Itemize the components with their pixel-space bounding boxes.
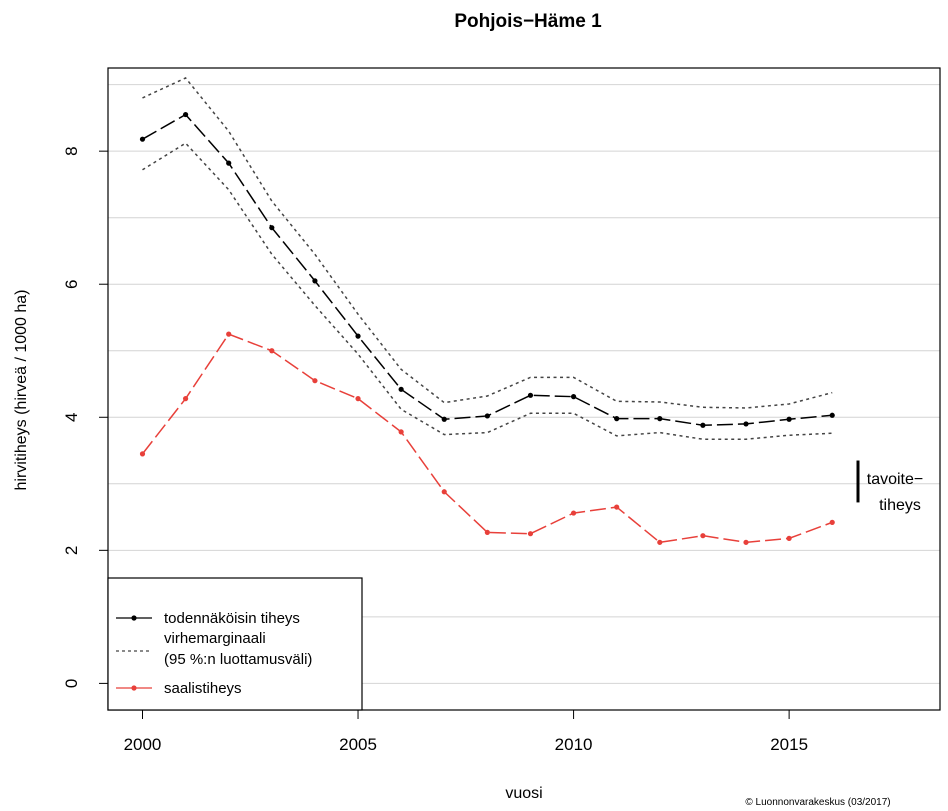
data-point <box>700 533 706 539</box>
data-point <box>441 416 447 422</box>
data-point <box>398 429 404 435</box>
x-tick-label: 2010 <box>555 735 593 754</box>
legend-label-density: todennäköisin tiheys <box>164 610 300 627</box>
data-point <box>226 331 232 337</box>
data-point <box>527 392 534 398</box>
x-tick-label: 2015 <box>770 735 808 754</box>
legend-swatch-harvest-point <box>131 685 137 691</box>
data-point <box>700 422 706 428</box>
data-point <box>570 394 577 400</box>
data-point <box>269 348 275 354</box>
data-point <box>355 333 361 339</box>
data-point <box>829 519 835 525</box>
series-layer <box>139 77 835 545</box>
data-point <box>527 531 534 537</box>
series-line-3 <box>141 333 833 544</box>
data-point <box>312 378 318 384</box>
plot-border <box>107 67 941 711</box>
legend-label-margin-line1: virhemarginaali <box>164 630 266 647</box>
chart-title: Pohjois−Häme 1 <box>454 11 602 32</box>
y-tick-label: 4 <box>62 413 81 422</box>
data-point <box>614 416 620 422</box>
data-point <box>570 510 577 516</box>
data-point <box>614 504 620 510</box>
series-line-1 <box>142 77 833 409</box>
x-axis: 2000 2005 2010 2015 <box>124 710 808 754</box>
y-tick-label: 0 <box>62 679 81 688</box>
legend: todennäköisin tiheys virhemarginaali (95… <box>107 577 363 711</box>
target-label-line1: tavoite− <box>867 471 923 488</box>
data-point <box>139 451 146 457</box>
data-point <box>182 111 189 118</box>
legend-label-margin-line2: (95 %:n luottamusväli) <box>164 651 312 668</box>
y-tick-label: 2 <box>62 546 81 555</box>
data-point <box>441 489 447 495</box>
y-tick-label: 6 <box>62 279 81 288</box>
credit: © Luonnonvarakeskus (03/2017) <box>745 797 890 808</box>
legend-swatch-density-point <box>131 615 137 621</box>
data-point <box>786 535 792 541</box>
data-point <box>139 136 146 142</box>
data-point <box>786 416 792 422</box>
target-density: tavoite− tiheys <box>856 460 923 514</box>
data-point <box>355 396 361 402</box>
y-tick-label: 8 <box>62 146 81 155</box>
x-tick-label: 2000 <box>124 735 162 754</box>
legend-label-harvest: saalistiheys <box>164 680 242 697</box>
data-point <box>484 529 490 535</box>
series-line-0 <box>142 113 833 427</box>
x-tick-label: 2005 <box>339 735 377 754</box>
data-point <box>657 416 663 422</box>
series-line-2 <box>142 142 833 440</box>
data-point <box>269 225 275 231</box>
legend-box <box>107 577 363 711</box>
data-point <box>226 160 232 166</box>
x-axis-label: vuosi <box>505 785 542 802</box>
data-point <box>398 386 404 392</box>
data-point <box>743 539 749 545</box>
data-point <box>657 539 663 545</box>
data-point <box>829 412 835 418</box>
target-label-line2: tiheys <box>879 497 921 514</box>
data-point <box>743 421 749 427</box>
data-point <box>484 413 490 419</box>
data-point <box>182 396 189 402</box>
y-axis-label: hirvitiheys (hirveä / 1000 ha) <box>13 290 30 491</box>
data-point <box>312 278 318 284</box>
y-axis: 0 2 4 6 8 <box>62 146 108 688</box>
